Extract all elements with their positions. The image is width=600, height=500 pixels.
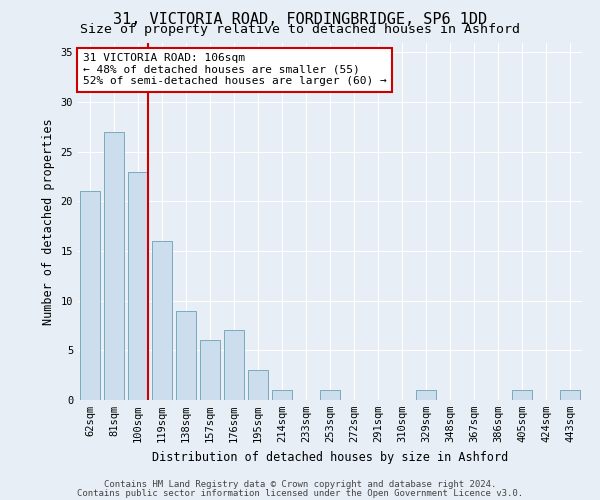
- Text: Size of property relative to detached houses in Ashford: Size of property relative to detached ho…: [80, 22, 520, 36]
- Text: Contains public sector information licensed under the Open Government Licence v3: Contains public sector information licen…: [77, 488, 523, 498]
- Bar: [320, 390, 340, 400]
- Bar: [560, 390, 580, 400]
- X-axis label: Distribution of detached houses by size in Ashford: Distribution of detached houses by size …: [152, 450, 508, 464]
- Text: Contains HM Land Registry data © Crown copyright and database right 2024.: Contains HM Land Registry data © Crown c…: [104, 480, 496, 489]
- Bar: [200, 340, 220, 400]
- Bar: [512, 390, 532, 400]
- Text: 31, VICTORIA ROAD, FORDINGBRIDGE, SP6 1DD: 31, VICTORIA ROAD, FORDINGBRIDGE, SP6 1D…: [113, 12, 487, 28]
- Bar: [128, 172, 148, 400]
- Bar: [416, 390, 436, 400]
- Bar: [152, 241, 172, 400]
- Bar: [224, 330, 244, 400]
- Y-axis label: Number of detached properties: Number of detached properties: [42, 118, 55, 324]
- Bar: [248, 370, 268, 400]
- Text: 31 VICTORIA ROAD: 106sqm
← 48% of detached houses are smaller (55)
52% of semi-d: 31 VICTORIA ROAD: 106sqm ← 48% of detach…: [83, 53, 387, 86]
- Bar: [80, 192, 100, 400]
- Bar: [272, 390, 292, 400]
- Bar: [176, 310, 196, 400]
- Bar: [104, 132, 124, 400]
